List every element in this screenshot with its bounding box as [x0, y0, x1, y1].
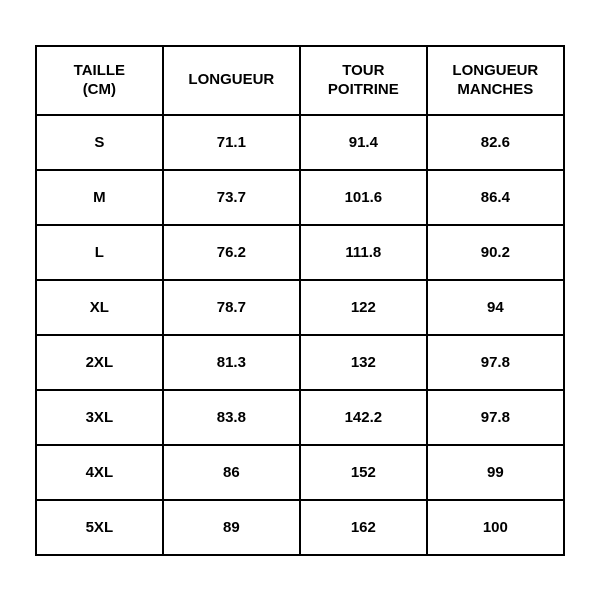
cell-longueur: 81.3 — [163, 335, 300, 390]
cell-size: XL — [36, 280, 163, 335]
cell-size: 3XL — [36, 390, 163, 445]
cell-tour-poitrine: 132 — [300, 335, 427, 390]
table-body: S 71.1 91.4 82.6 M 73.7 101.6 86.4 L 76.… — [36, 115, 564, 555]
cell-longueur-manches: 97.8 — [427, 335, 564, 390]
cell-tour-poitrine: 122 — [300, 280, 427, 335]
column-header-tour-poitrine: TOUR POITRINE — [300, 46, 427, 115]
cell-tour-poitrine: 142.2 — [300, 390, 427, 445]
cell-size: 2XL — [36, 335, 163, 390]
column-header-longueur-manches: LONGUEUR MANCHES — [427, 46, 564, 115]
table-row: 3XL 83.8 142.2 97.8 — [36, 390, 564, 445]
size-table: TAILLE (CM) LONGUEUR TOUR POITRINE LONGU… — [35, 45, 565, 556]
size-table-container: TAILLE (CM) LONGUEUR TOUR POITRINE LONGU… — [35, 45, 565, 556]
table-row: S 71.1 91.4 82.6 — [36, 115, 564, 170]
cell-longueur: 76.2 — [163, 225, 300, 280]
table-row: M 73.7 101.6 86.4 — [36, 170, 564, 225]
header-label: (CM) — [83, 81, 116, 98]
cell-tour-poitrine: 91.4 — [300, 115, 427, 170]
table-row: 4XL 86 152 99 — [36, 445, 564, 500]
header-label: LONGUEUR — [188, 71, 274, 88]
cell-longueur: 71.1 — [163, 115, 300, 170]
table-row: L 76.2 111.8 90.2 — [36, 225, 564, 280]
cell-longueur: 89 — [163, 500, 300, 555]
cell-size: M — [36, 170, 163, 225]
cell-longueur: 73.7 — [163, 170, 300, 225]
cell-size: S — [36, 115, 163, 170]
cell-tour-poitrine: 162 — [300, 500, 427, 555]
header-label: MANCHES — [457, 81, 533, 98]
cell-tour-poitrine: 152 — [300, 445, 427, 500]
cell-size: 4XL — [36, 445, 163, 500]
cell-longueur-manches: 86.4 — [427, 170, 564, 225]
cell-longueur-manches: 100 — [427, 500, 564, 555]
cell-size: 5XL — [36, 500, 163, 555]
cell-longueur: 78.7 — [163, 280, 300, 335]
table-row: 2XL 81.3 132 97.8 — [36, 335, 564, 390]
cell-tour-poitrine: 101.6 — [300, 170, 427, 225]
table-header-row: TAILLE (CM) LONGUEUR TOUR POITRINE LONGU… — [36, 46, 564, 115]
column-header-longueur: LONGUEUR — [163, 46, 300, 115]
cell-tour-poitrine: 111.8 — [300, 225, 427, 280]
cell-longueur-manches: 94 — [427, 280, 564, 335]
cell-longueur: 86 — [163, 445, 300, 500]
header-label: LONGUEUR — [452, 62, 538, 79]
cell-size: L — [36, 225, 163, 280]
column-header-taille: TAILLE (CM) — [36, 46, 163, 115]
cell-longueur-manches: 99 — [427, 445, 564, 500]
table-row: XL 78.7 122 94 — [36, 280, 564, 335]
header-label: POITRINE — [328, 81, 399, 98]
cell-longueur-manches: 97.8 — [427, 390, 564, 445]
cell-longueur-manches: 82.6 — [427, 115, 564, 170]
cell-longueur-manches: 90.2 — [427, 225, 564, 280]
table-row: 5XL 89 162 100 — [36, 500, 564, 555]
cell-longueur: 83.8 — [163, 390, 300, 445]
header-label: TOUR — [342, 62, 384, 79]
header-label: TAILLE — [74, 62, 125, 79]
